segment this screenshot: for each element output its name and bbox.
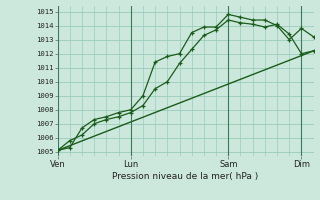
X-axis label: Pression niveau de la mer( hPa ): Pression niveau de la mer( hPa ): [112, 172, 259, 181]
